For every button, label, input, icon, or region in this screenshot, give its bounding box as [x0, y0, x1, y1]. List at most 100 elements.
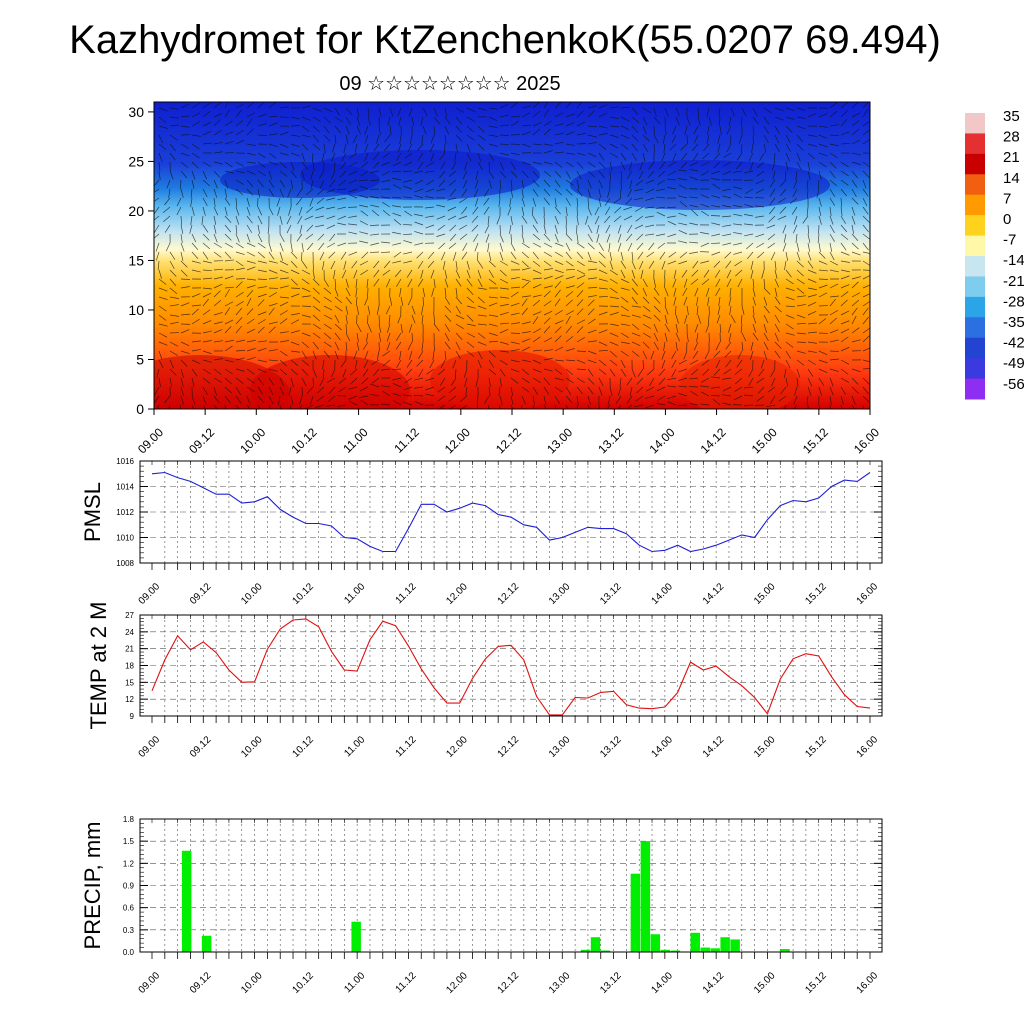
wind-vector: [711, 251, 721, 256]
wind-vector: [779, 188, 787, 197]
wind-vector: [268, 292, 277, 298]
wind-vector: [752, 107, 758, 117]
wind-vector: [689, 222, 699, 226]
heatmap-y-tick-label: 10: [128, 302, 144, 318]
wind-vector: [793, 404, 798, 409]
wind-vector: [554, 404, 557, 409]
wind-vector: [235, 161, 245, 167]
wind-vector: [257, 293, 267, 298]
wind-vector: [510, 386, 514, 396]
wind-vector: [213, 321, 223, 325]
wind-vector: [436, 215, 446, 220]
wind-vector: [642, 323, 651, 329]
heatmap-x-tick-label: 13.00: [544, 425, 575, 456]
wind-vector: [279, 152, 289, 156]
wind-vector: [438, 242, 446, 250]
wind-vector: [319, 377, 325, 387]
wind-vector: [257, 206, 263, 216]
wind-vector: [345, 341, 348, 351]
wind-vector: [722, 394, 732, 397]
wind-vector: [378, 323, 382, 333]
wind-vector: [278, 395, 281, 405]
wind-vector: [510, 348, 520, 352]
wind-vector: [521, 307, 528, 316]
wind-vector: [744, 233, 754, 237]
wind-vector: [785, 332, 795, 336]
wind-vector: [403, 401, 413, 406]
wind-vector: [565, 325, 573, 334]
wind-vector: [653, 314, 661, 322]
wind-vector: [356, 116, 361, 126]
wind-vector: [598, 349, 609, 352]
wind-vector: [158, 152, 163, 162]
wind-vector: [543, 368, 553, 372]
wind-vector: [794, 386, 798, 396]
wind-vector: [683, 296, 688, 306]
wind-vector: [301, 314, 311, 318]
wind-vector: [626, 377, 633, 386]
wind-vector: [609, 341, 619, 346]
wind-vector: [348, 194, 358, 199]
wind-vector: [389, 125, 392, 135]
wind-vector: [785, 161, 789, 171]
wind-vector: [783, 368, 787, 378]
wind-vector: [653, 323, 658, 333]
wind-vector: [477, 269, 482, 279]
wind-vector: [757, 386, 765, 394]
wind-vector: [345, 116, 351, 125]
wind-vector: [414, 188, 424, 193]
wind-vector: [455, 143, 458, 153]
wind-vector: [268, 133, 278, 136]
wind-vector: [326, 242, 336, 248]
wind-vector: [565, 122, 575, 127]
wind-vector: [312, 260, 314, 271]
wind-vector: [598, 377, 604, 387]
wind-vector: [543, 251, 552, 257]
wind-vector: [180, 224, 184, 234]
temp-x-tick-label: 15.00: [752, 734, 778, 760]
wind-vector: [774, 116, 784, 121]
wind-vector: [851, 307, 858, 316]
wind-vector: [554, 289, 561, 298]
wind-vector: [715, 287, 721, 296]
wind-vector: [576, 215, 579, 225]
wind-vector: [862, 327, 870, 334]
wind-vector: [397, 314, 402, 324]
wind-vector: [392, 170, 402, 173]
wind-vector: [395, 341, 402, 350]
wind-vector: [257, 134, 268, 136]
wind-vector: [213, 141, 223, 145]
wind-vector: [279, 260, 289, 266]
wind-vector: [521, 260, 529, 268]
wind-vector: [279, 318, 288, 325]
wind-vector: [587, 224, 593, 234]
wind-vector: [224, 307, 231, 316]
wind-vector: [279, 277, 289, 280]
wind-vector: [653, 332, 659, 342]
wind-vector: [360, 399, 369, 406]
wind-vector: [235, 357, 245, 361]
wind-vector: [862, 300, 870, 307]
wind-vector: [326, 404, 336, 407]
wind-vector: [620, 341, 630, 345]
wind-vector: [290, 341, 300, 346]
wind-vector: [279, 340, 289, 343]
wind-vector: [521, 233, 525, 243]
wind-vector: [290, 368, 298, 376]
wind-vector: [191, 134, 201, 137]
wind-vector: [620, 170, 623, 180]
wind-vector: [750, 341, 754, 351]
wind-vector: [796, 242, 800, 252]
wind-vector: [678, 212, 688, 217]
wind-vector: [532, 311, 542, 316]
wind-vector: [521, 298, 528, 307]
wind-vector: [642, 314, 652, 319]
wind-vector: [316, 395, 325, 402]
wind-vector: [728, 116, 732, 126]
wind-vector: [403, 386, 413, 391]
wind-vector: [425, 215, 435, 218]
wind-vector: [437, 386, 446, 393]
wind-vector: [438, 179, 446, 187]
wind-vector: [235, 215, 240, 225]
wind-vector: [598, 368, 607, 375]
